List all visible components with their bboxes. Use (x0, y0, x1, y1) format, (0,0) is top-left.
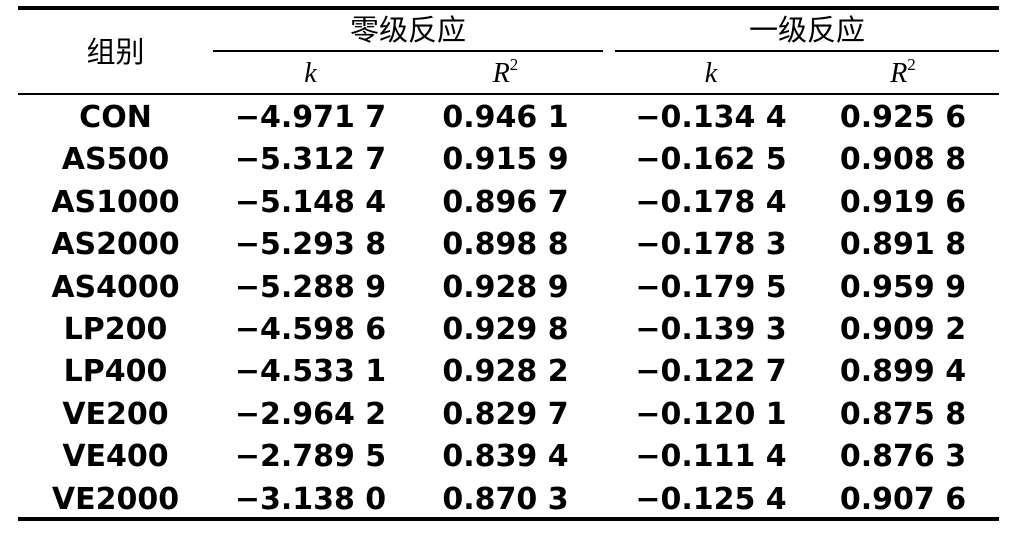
first-k-cell: −0.120 1 (635, 396, 787, 432)
header-zero-order: 零级反应 (349, 13, 466, 47)
zero-k-cell: −2.964 2 (234, 396, 387, 432)
table-row: AS2000 −5.293 8 0.898 8 −0.178 3 0.891 8 (18, 224, 999, 266)
first-r2-cell: 0.909 2 (839, 311, 967, 347)
zero-r2-cell: 0.870 3 (442, 481, 569, 517)
r2-exponent: 2 (509, 55, 519, 74)
first-k-cell: −0.134 4 (635, 100, 787, 135)
table-body: CON −4.971 7 0.946 1 −0.134 4 0.925 6 AS… (18, 97, 999, 521)
r2-base: R (492, 58, 510, 89)
first-r2-cell: 0.959 9 (839, 269, 967, 305)
group-cell: AS1000 (51, 184, 180, 220)
header-r2-zero: R2 (408, 56, 603, 92)
zero-r2-cell: 0.915 9 (442, 142, 569, 178)
group-cell: VE200 (62, 396, 169, 432)
group-cell: LP200 (63, 311, 168, 347)
zero-r2-cell: 0.929 8 (442, 311, 569, 347)
group-cell: VE400 (62, 439, 169, 475)
zero-k-cell: −4.533 1 (234, 354, 387, 390)
first-r2-cell: 0.925 6 (839, 100, 967, 135)
header-k-zero: k (304, 58, 317, 89)
group-cell: AS4000 (51, 269, 180, 305)
first-r2-cell: 0.919 6 (839, 184, 967, 220)
zero-k-cell: −5.288 9 (234, 269, 387, 305)
zero-r2-cell: 0.839 4 (442, 439, 569, 475)
table-row: LP400 −4.533 1 0.928 2 −0.122 7 0.899 4 (18, 351, 999, 393)
zero-r2-cell: 0.928 2 (442, 354, 569, 390)
zero-r2-cell: 0.829 7 (442, 396, 569, 432)
group-cell: LP400 (63, 354, 168, 390)
zero-r2-cell: 0.946 1 (442, 100, 569, 135)
first-r2-cell: 0.899 4 (839, 354, 967, 390)
zero-k-cell: −5.312 7 (234, 142, 387, 178)
header-k-first: k (704, 58, 718, 89)
zero-r2-cell: 0.898 8 (442, 227, 569, 263)
r2-exponent: 2 (907, 55, 916, 74)
header-r2-first: R2 (807, 56, 999, 92)
r2-base: R (890, 58, 908, 89)
first-r2-cell: 0.907 6 (839, 481, 967, 517)
zero-k-cell: −5.148 4 (234, 184, 387, 220)
zero-k-cell: −4.971 7 (234, 100, 387, 135)
table-row: AS500 −5.312 7 0.915 9 −0.162 5 0.908 8 (18, 139, 999, 181)
zero-r2-cell: 0.928 9 (442, 269, 569, 305)
zero-k-cell: −3.138 0 (234, 481, 387, 517)
zero-k-cell: −4.598 6 (234, 311, 387, 347)
table-row: LP200 −4.598 6 0.929 8 −0.139 3 0.909 2 (18, 309, 999, 351)
zero-order-span-rule (213, 50, 603, 52)
zero-k-cell: −2.789 5 (234, 439, 387, 475)
group-cell: AS500 (61, 142, 170, 178)
first-k-cell: −0.179 5 (635, 269, 787, 305)
first-r2-cell: 0.876 3 (839, 439, 967, 475)
first-k-cell: −0.139 3 (635, 311, 787, 347)
first-k-cell: −0.178 3 (635, 227, 787, 263)
group-cell: VE2000 (51, 481, 180, 517)
first-order-span-rule (615, 50, 999, 52)
header-first-order: 一级反应 (748, 13, 865, 47)
first-k-cell: −0.162 5 (635, 142, 787, 178)
table-row: VE400 −2.789 5 0.839 4 −0.111 4 0.876 3 (18, 436, 999, 478)
first-k-cell: −0.111 4 (635, 439, 787, 475)
table-row: VE2000 −3.138 0 0.870 3 −0.125 4 0.907 6 (18, 479, 999, 521)
group-cell: CON (79, 100, 152, 135)
header-bottom-rule (18, 93, 999, 95)
table-row: VE200 −2.964 2 0.829 7 −0.120 1 0.875 8 (18, 394, 999, 436)
group-cell: AS2000 (51, 227, 180, 263)
zero-k-cell: −5.293 8 (234, 227, 387, 263)
first-r2-cell: 0.875 8 (839, 396, 967, 432)
first-k-cell: −0.178 4 (635, 184, 787, 220)
table-row: AS1000 −5.148 4 0.896 7 −0.178 4 0.919 6 (18, 182, 999, 224)
first-r2-cell: 0.891 8 (839, 227, 967, 263)
first-k-cell: −0.122 7 (635, 354, 787, 390)
first-r2-cell: 0.908 8 (839, 142, 967, 178)
header-group: 组别 (86, 35, 145, 69)
table-row: AS4000 −5.288 9 0.928 9 −0.179 5 0.959 9 (18, 267, 999, 309)
table-bottom-rule (18, 517, 999, 521)
table-top-rule (18, 6, 999, 10)
table-row: CON −4.971 7 0.946 1 −0.134 4 0.925 6 (18, 97, 999, 139)
zero-r2-cell: 0.896 7 (442, 184, 569, 220)
first-k-cell: −0.125 4 (635, 481, 787, 517)
